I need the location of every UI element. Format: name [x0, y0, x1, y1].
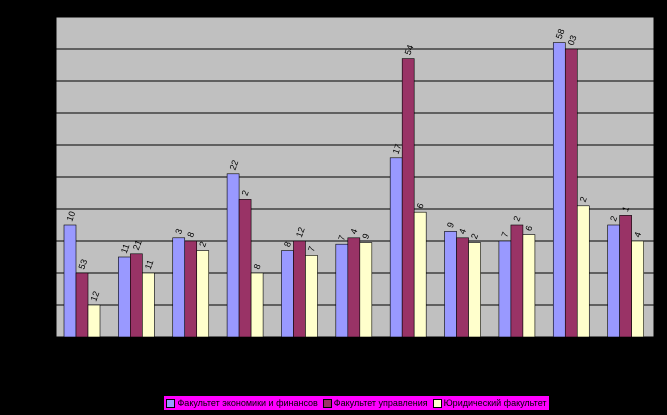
bar-1-3 — [172, 237, 186, 338]
data-label: 54 — [403, 43, 416, 56]
legend-swatch-3 — [432, 398, 442, 408]
bar-2-4 — [238, 199, 252, 338]
legend-item-2: Факультет управления — [322, 398, 428, 408]
data-label: 11 — [143, 258, 156, 270]
bar-3-7 — [413, 211, 427, 338]
data-label: 17 — [391, 143, 404, 156]
data-label: 8 — [252, 263, 263, 271]
bar-3-10 — [576, 205, 590, 338]
data-label: 12 — [88, 290, 101, 303]
data-label: 6 — [415, 202, 426, 210]
data-label: 58 — [554, 27, 567, 40]
data-label: 2 — [608, 215, 619, 223]
data-label: 1 — [620, 205, 631, 213]
data-label: 53 — [76, 258, 89, 271]
bar-2-9 — [510, 224, 524, 338]
bar-3-9 — [522, 234, 536, 338]
data-label: 22 — [228, 159, 241, 172]
legend-item-1: Факультет экономики и финансов — [166, 398, 318, 408]
bar-1-2 — [118, 256, 131, 338]
data-label: 4 — [632, 231, 643, 239]
data-label: 4 — [348, 227, 359, 235]
bar-1-5 — [281, 250, 294, 338]
data-label: 2 — [469, 232, 480, 240]
data-label: 8 — [282, 240, 293, 248]
data-label: 2 — [197, 240, 208, 248]
bar-1-7 — [389, 157, 403, 338]
bar-2-3 — [184, 240, 198, 338]
legend-swatch-2 — [322, 398, 332, 408]
data-label: 03 — [566, 34, 579, 47]
bar-1-6 — [335, 243, 349, 338]
data-label: 8 — [185, 231, 196, 239]
bar-3-5 — [305, 255, 318, 338]
data-label: 9 — [360, 232, 371, 240]
data-label: 12 — [294, 226, 307, 239]
legend-label-1: Факультет экономики и финансов — [177, 398, 318, 408]
data-label: 7 — [306, 245, 317, 253]
legend-item-3: Юридический факультет — [432, 398, 547, 408]
bar-1-4 — [226, 173, 240, 338]
bar-2-8 — [456, 237, 469, 338]
legend: Факультет экономики и финансов Факультет… — [164, 396, 549, 410]
legend-label-2: Факультет управления — [333, 398, 428, 408]
bar-3-1 — [87, 304, 101, 338]
data-label: 7 — [336, 234, 347, 242]
bar-2-2 — [130, 253, 143, 338]
bar-2-5 — [293, 240, 306, 338]
legend-label-3: Юридический факультет — [443, 398, 547, 408]
bar-1-10 — [552, 42, 566, 338]
bar-3-8 — [468, 242, 481, 338]
data-label: 2 — [240, 189, 251, 197]
bar-2-10 — [564, 48, 578, 338]
data-label: 2 — [578, 195, 589, 203]
bar-1-1 — [63, 224, 77, 338]
bar-1-8 — [444, 231, 457, 338]
bar-3-11 — [631, 240, 644, 338]
bar-2-6 — [347, 237, 361, 338]
data-label: 3 — [173, 227, 184, 235]
bar-3-4 — [250, 272, 264, 338]
data-label: 11 — [119, 242, 132, 254]
data-label: 2 — [511, 215, 522, 223]
bar-3-6 — [359, 242, 373, 338]
data-label: 21 — [131, 239, 144, 252]
bar-1-9 — [498, 240, 512, 338]
bar-3-2 — [142, 272, 155, 338]
data-label: 7 — [499, 231, 510, 239]
bar-2-11 — [619, 215, 632, 338]
data-label: 4 — [457, 227, 468, 235]
bars — [63, 42, 644, 338]
bar-3-3 — [196, 250, 210, 338]
bar-2-1 — [75, 272, 89, 338]
data-label: 6 — [523, 224, 534, 232]
data-label: 10 — [64, 210, 77, 223]
legend-swatch-1 — [166, 398, 176, 408]
data-label: 9 — [445, 221, 456, 229]
bar-2-7 — [401, 58, 415, 338]
bar-1-11 — [607, 224, 620, 338]
